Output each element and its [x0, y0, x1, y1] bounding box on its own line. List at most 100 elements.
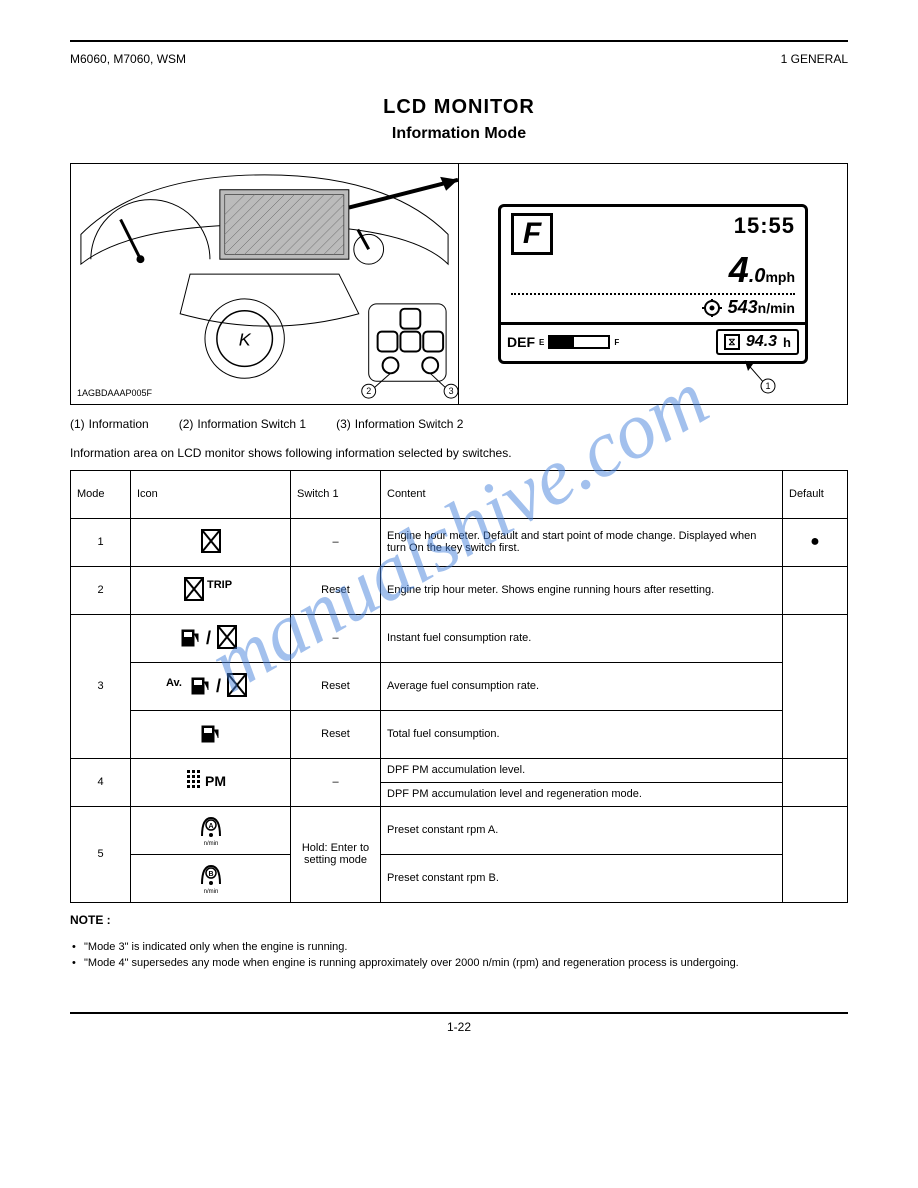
svg-text:/: /	[206, 628, 211, 648]
info-table: Mode Icon Switch 1 Content Default 1 – E…	[70, 470, 848, 903]
lcd-bottom-section: DEF E F ⧖ 94.3 h	[501, 325, 805, 361]
intro-paragraph: Information area on LCD monitor shows fo…	[70, 445, 848, 462]
def-f-mark: F	[614, 338, 619, 347]
table-row: B n/min Preset constant rpm B.	[71, 854, 848, 902]
cell-icon	[131, 710, 291, 758]
cell-sw1: Reset	[291, 710, 381, 758]
dpf-pm-icon: PM	[181, 766, 241, 796]
lcd-top-section: F 15:55 4.0mph 543n/min	[501, 207, 805, 325]
note-list: "Mode 3" is indicated only when the engi…	[70, 939, 848, 972]
hourglass-icon	[198, 528, 224, 554]
hours-box: ⧖ 94.3 h	[716, 329, 799, 355]
cell-content: Instant fuel consumption rate.	[381, 614, 783, 662]
speed-display: 4.0mph	[511, 249, 795, 295]
svg-text:n/min: n/min	[203, 889, 218, 894]
cell-content: Preset constant rpm A.	[381, 806, 783, 854]
hourglass-trip-icon: TRIP	[181, 576, 241, 602]
legend-item-3: (3) Information Switch 2	[336, 417, 463, 431]
cell-icon: A n/min	[131, 806, 291, 854]
cell-mode: 3	[71, 614, 131, 758]
rpm-a-icon: A n/min	[194, 812, 228, 846]
speed-dec: .0	[749, 265, 766, 287]
svg-text:Av.: Av.	[166, 677, 182, 689]
table-header-row: Mode Icon Switch 1 Content Default	[71, 470, 848, 518]
header-left: M6060, M7060, WSM	[70, 52, 186, 66]
running-header: M6060, M7060, WSM 1 GENERAL	[70, 52, 848, 66]
lcd-display: F 15:55 4.0mph 543n/min DEF E	[498, 204, 808, 364]
cell-icon: PM	[131, 758, 291, 806]
svg-text:B: B	[208, 871, 213, 878]
cell-mode: 5	[71, 806, 131, 902]
figure-container: K 2 3 1AGBDAAAP005	[70, 163, 848, 405]
cell-content: Total fuel consumption.	[381, 710, 783, 758]
rpm-value: 543	[728, 297, 758, 317]
hours-unit: h	[783, 335, 791, 350]
note-item: "Mode 3" is indicated only when the engi…	[70, 939, 848, 956]
def-gauge-area: DEF E F	[507, 334, 716, 350]
svg-text:3: 3	[449, 386, 454, 396]
svg-text:2: 2	[366, 386, 371, 396]
fuel-per-hour-icon: /	[176, 624, 246, 650]
cell-content: DPF PM accumulation level and regenerati…	[381, 782, 783, 806]
page-number: 1-22	[70, 1020, 848, 1034]
dashboard-illustration: K 2 3	[71, 164, 458, 404]
cell-content: DPF PM accumulation level.	[381, 758, 783, 782]
note-title: NOTE :	[70, 913, 848, 927]
cell-default	[783, 566, 848, 614]
svg-text:/: /	[216, 676, 221, 696]
th-sw1: Switch 1	[291, 470, 381, 518]
bottom-rule	[70, 1012, 848, 1014]
rpm-display: 543n/min	[511, 295, 795, 318]
legend-item-2: (2) Information Switch 1	[179, 417, 306, 431]
cell-icon: B n/min	[131, 854, 291, 902]
def-label: DEF	[507, 334, 535, 350]
table-row: 1 – Engine hour meter. Default and start…	[71, 518, 848, 566]
page-container: manualshive.com M6060, M7060, WSM 1 GENE…	[0, 0, 918, 1074]
th-icon: Icon	[131, 470, 291, 518]
svg-text:TRIP: TRIP	[207, 579, 232, 591]
th-default: Default	[783, 470, 848, 518]
cell-mode: 2	[71, 566, 131, 614]
table-row: Av. / Reset Average fuel consumption rat…	[71, 662, 848, 710]
gear-indicator: F	[511, 213, 553, 255]
table-row: 4 PM – DPF PM accumulation level.	[71, 758, 848, 782]
cell-sw1: Reset	[291, 662, 381, 710]
th-content: Content	[381, 470, 783, 518]
speed-unit: mph	[765, 269, 795, 285]
th-mode: Mode	[71, 470, 131, 518]
top-rule	[70, 40, 848, 42]
cell-default	[783, 614, 848, 758]
callout-1-leader: 1	[735, 359, 775, 389]
table-row: 3 / – Instant fuel consumption rate.	[71, 614, 848, 662]
cell-sw1: –	[291, 614, 381, 662]
svg-text:n/min: n/min	[203, 841, 218, 846]
cell-icon: /	[131, 614, 291, 662]
hours-value: 94.3	[746, 333, 777, 351]
legend-item-1: (1) Information	[70, 417, 149, 431]
cell-sw1: Hold: Enter tosetting mode	[291, 806, 381, 902]
cell-mode: 1	[71, 518, 131, 566]
cell-sw1: Reset	[291, 566, 381, 614]
cell-mode: 4	[71, 758, 131, 806]
pto-icon	[701, 299, 723, 317]
hourglass-icon: ⧖	[724, 334, 740, 350]
cell-sw1: –	[291, 518, 381, 566]
main-heading: LCD MONITOR	[70, 96, 848, 119]
cell-content: Average fuel consumption rate.	[381, 662, 783, 710]
cell-content: Preset constant rpm B.	[381, 854, 783, 902]
svg-text:1: 1	[765, 381, 770, 391]
figure-right-panel: F 15:55 4.0mph 543n/min DEF E	[459, 164, 847, 404]
sub-heading: Information Mode	[70, 125, 848, 143]
rpm-unit: n/min	[758, 300, 795, 316]
cell-content: Engine hour meter. Default and start poi…	[381, 518, 783, 566]
def-e-mark: E	[539, 338, 544, 347]
avg-fuel-per-hour-icon: Av. /	[166, 672, 256, 698]
svg-text:PM: PM	[205, 773, 226, 789]
cell-icon: Av. /	[131, 662, 291, 710]
header-right: 1 GENERAL	[781, 52, 848, 66]
clock-display: 15:55	[734, 213, 795, 239]
cell-default	[783, 758, 848, 806]
note-item: "Mode 4" supersedes any mode when engine…	[70, 955, 848, 972]
table-row: 5 A n/min Hold: Enter tosetting mode Pre…	[71, 806, 848, 854]
table-row: 2 TRIP Reset Engine trip hour meter. Sho…	[71, 566, 848, 614]
